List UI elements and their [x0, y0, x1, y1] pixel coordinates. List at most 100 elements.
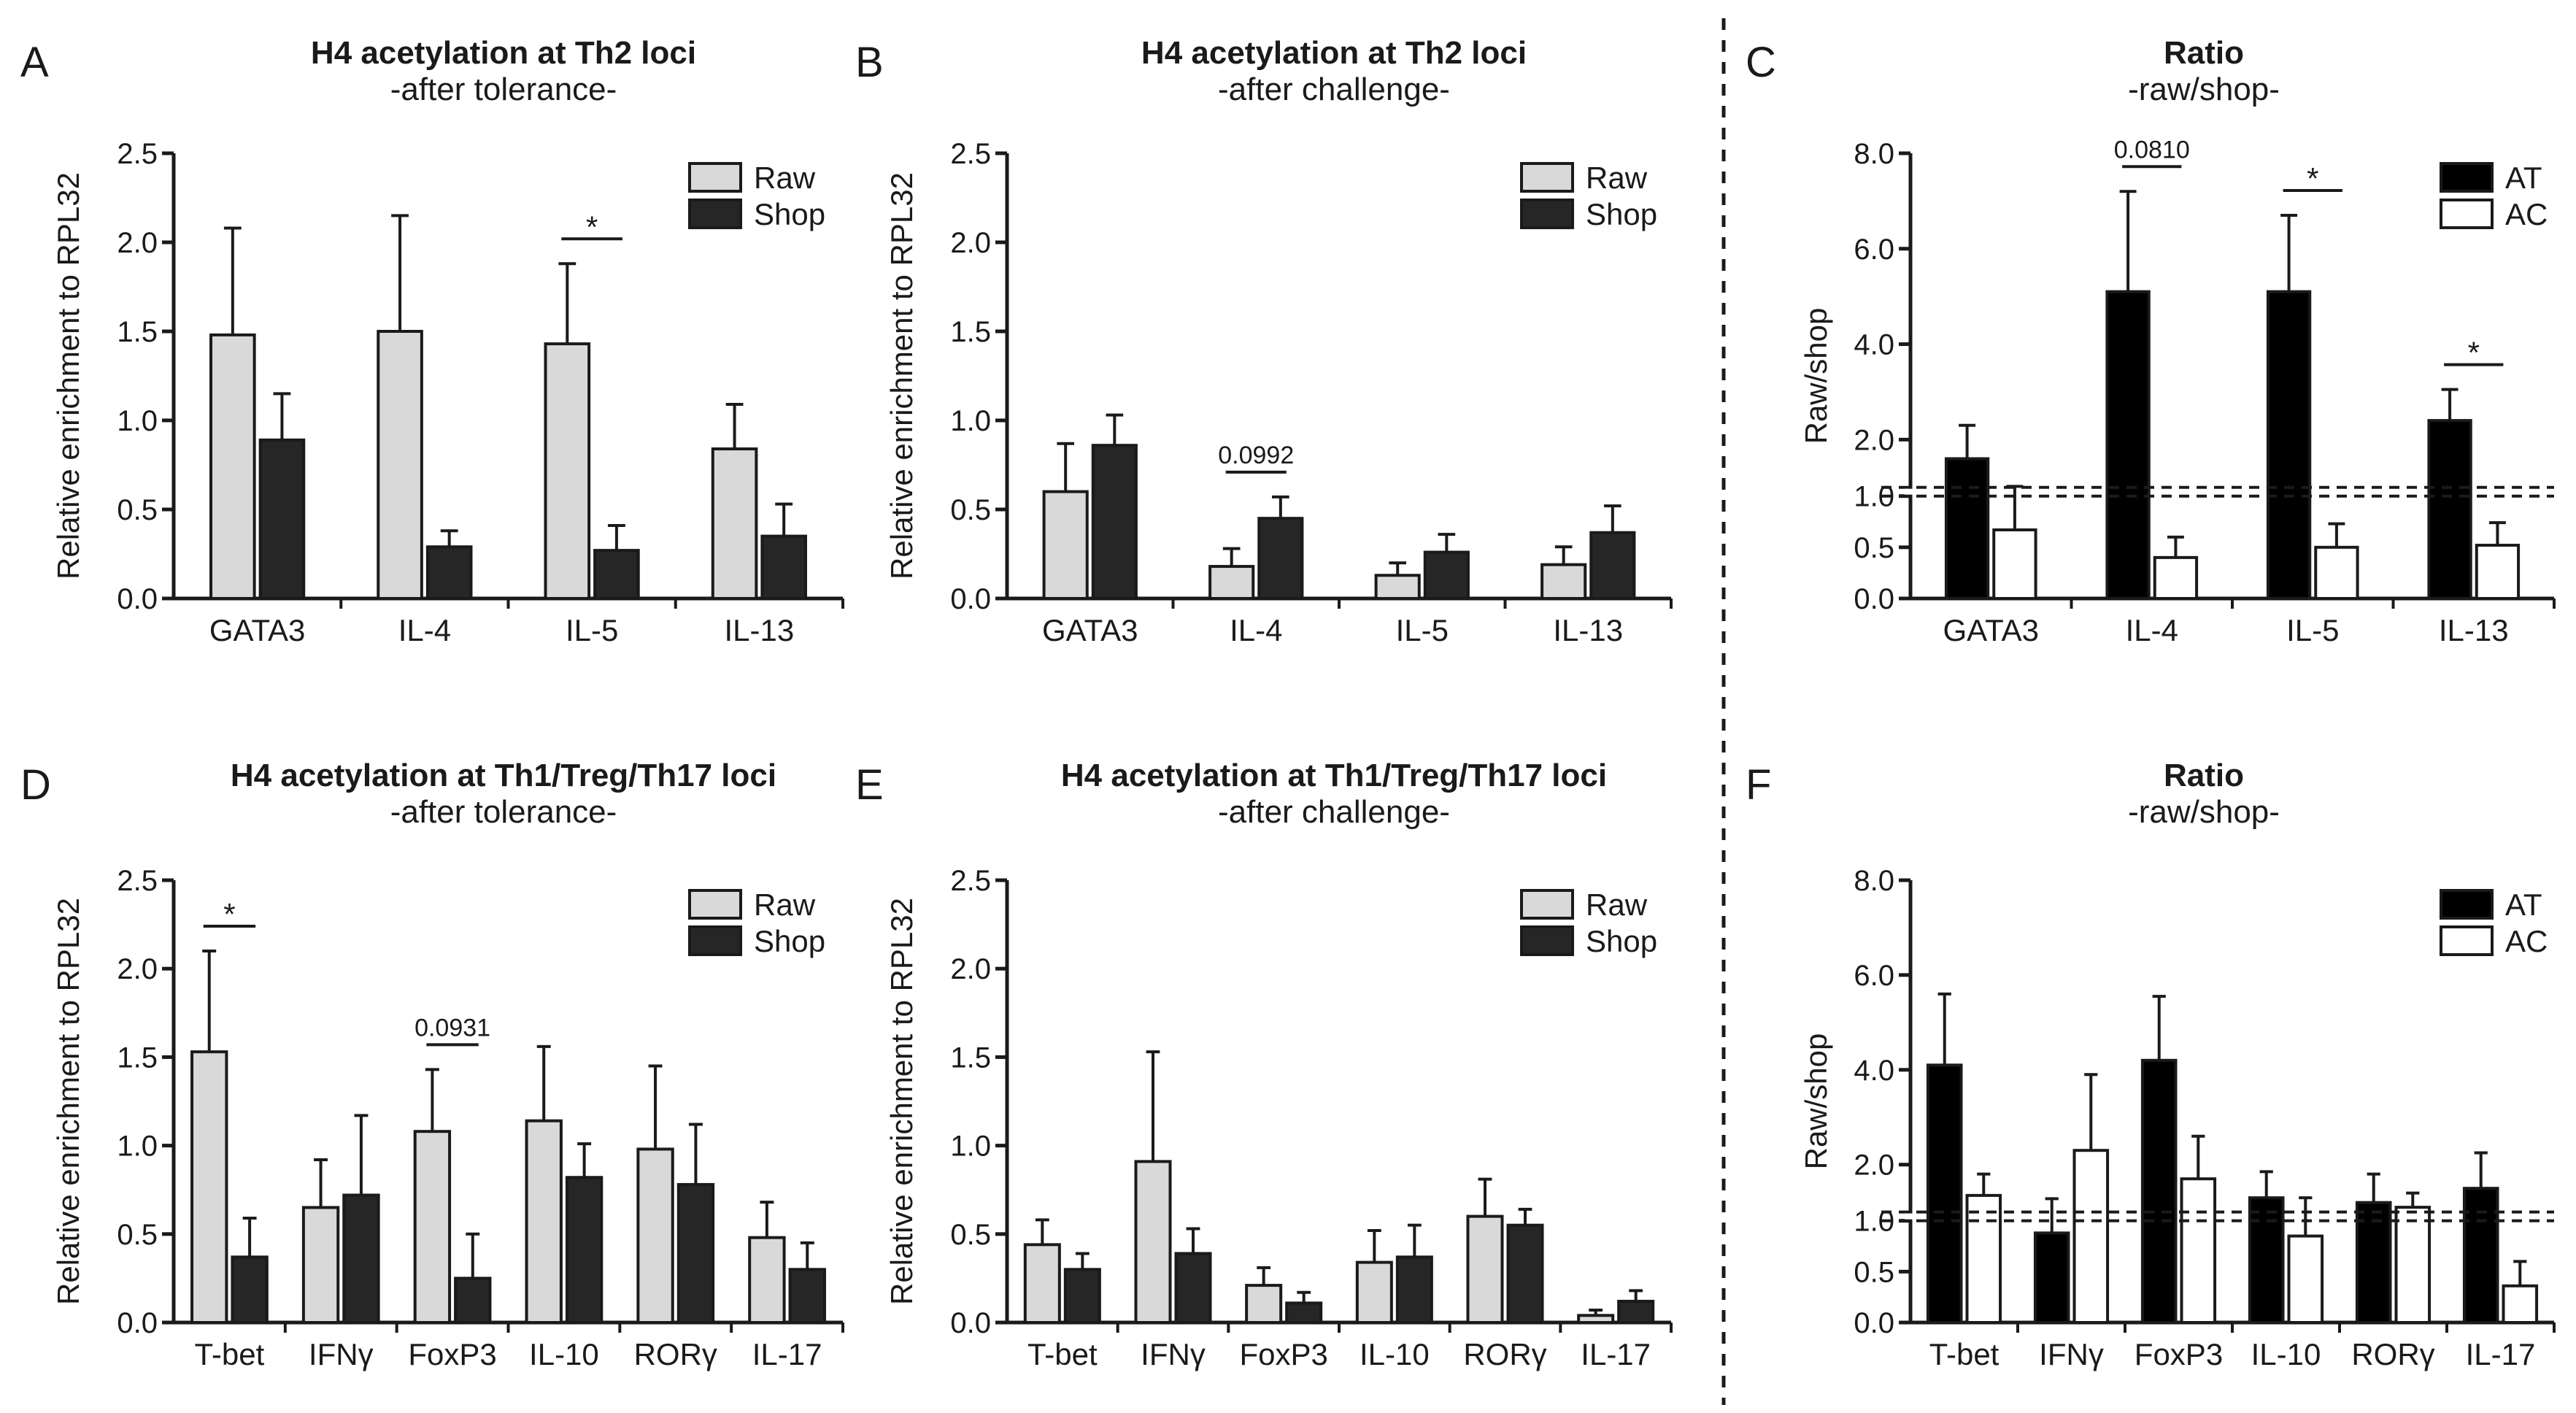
bar-ac: [1992, 528, 2037, 601]
x-tick-label: T-bet: [1929, 1337, 2000, 1371]
y-tick-label: 2.0: [117, 953, 158, 985]
legend-swatch-raw: [1520, 162, 1574, 193]
bar-ac: [2153, 555, 2199, 601]
legend-swatch-shop: [688, 199, 742, 229]
legend-label: AT: [2505, 161, 2542, 195]
y-tick-label: 0.5: [950, 1219, 991, 1251]
bar-raw: [1374, 574, 1421, 601]
bar-raw: [301, 1206, 340, 1324]
x-tick-label: GATA3: [209, 613, 305, 647]
y-axis-label: Relative enrichment to RPL32: [884, 172, 919, 580]
bar-ac: [2287, 1234, 2324, 1324]
bar-raw: [1208, 565, 1255, 601]
panel-title: H4 acetylation at Th2 loci: [1141, 35, 1527, 71]
y-tick-label: 0.0: [950, 583, 991, 615]
y-tick-label: 1.5: [950, 1042, 991, 1074]
x-tick-label: IL-5: [566, 613, 618, 647]
bar-ac: [2502, 1284, 2539, 1325]
bar-raw: [413, 1130, 452, 1324]
y-tick-label: 8.0: [1854, 865, 1894, 897]
y-tick-label: 2.0: [117, 227, 158, 259]
bar-raw: [377, 330, 423, 600]
axis-break-gap: [1905, 1213, 1916, 1220]
legend-label: Raw: [1586, 888, 1648, 922]
panel-subtitle: -after tolerance-: [390, 72, 617, 107]
x-tick-label: IL-4: [2126, 613, 2178, 647]
panel-f: F Ratio-raw/shop-Raw/shop0.00.51.02.04.06…: [1746, 758, 2556, 1371]
legend-swatch-ac: [2440, 925, 2494, 956]
bar-shop: [231, 1255, 269, 1325]
bar-raw: [636, 1147, 674, 1324]
panel-e: E H4 acetylation at Th1/Treg/Th17 loci-af…: [855, 758, 1673, 1371]
panel-subtitle: -after challenge-: [1218, 72, 1450, 107]
y-tick-label: 6.0: [1854, 960, 1894, 992]
y-tick-label: 1.0: [950, 405, 991, 437]
significance-label: *: [223, 897, 235, 931]
bar-shop: [1063, 1268, 1101, 1325]
panel-label: E: [855, 761, 884, 809]
y-tick-label: 2.0: [950, 227, 991, 259]
significance-label: *: [2307, 161, 2318, 196]
bar-at: [2462, 1187, 2499, 1324]
y-tick-label: 2.0: [1854, 424, 1894, 456]
significance-label: 0.0810: [2114, 136, 2190, 163]
x-tick-label: IL-17: [752, 1337, 822, 1371]
y-tick-label: 0.0: [117, 583, 158, 615]
legend-swatch-raw: [688, 162, 742, 193]
panel-a: A H4 acetylation at Th2 loci-after tolera…: [20, 35, 844, 647]
bar-ac: [2394, 1206, 2432, 1325]
bar-raw: [1540, 563, 1587, 601]
bar-raw: [711, 447, 758, 600]
legend-label: Shop: [754, 197, 825, 231]
bar-ac: [2072, 1149, 2110, 1324]
legend-label: Raw: [754, 888, 816, 922]
bar-shop: [1091, 444, 1138, 600]
y-tick-label: 1.0: [950, 1131, 991, 1163]
bar-raw: [190, 1050, 228, 1325]
y-tick-label: 2.5: [117, 865, 158, 897]
y-axis-label: Relative enrichment to RPL32: [51, 898, 85, 1305]
y-tick-label: 1.5: [117, 316, 158, 348]
legend-swatch-shop: [1520, 199, 1574, 229]
legend-swatch-shop: [1520, 925, 1574, 956]
x-tick-label: IFNγ: [309, 1337, 374, 1371]
bar-shop: [258, 438, 306, 601]
bar-raw: [209, 333, 256, 600]
y-tick-label: 0.5: [1854, 1256, 1894, 1288]
legend-swatch-at: [2440, 162, 2494, 193]
panel-label: C: [1746, 39, 1776, 86]
bar-raw: [1134, 1160, 1172, 1325]
y-tick-label: 6.0: [1854, 234, 1894, 266]
y-tick-label: 4.0: [1854, 1055, 1894, 1087]
y-tick-label: 0.5: [1854, 532, 1894, 564]
bar-raw: [1245, 1284, 1283, 1324]
y-tick-label: 0.5: [950, 494, 991, 526]
bar-at: [1944, 457, 1990, 600]
legend-label: AC: [2505, 197, 2548, 231]
y-tick-label: 1.0: [117, 1131, 158, 1163]
x-tick-label: FoxP3: [408, 1337, 496, 1371]
bar-shop: [342, 1193, 380, 1325]
significance-label: *: [2468, 336, 2480, 370]
bar-shop: [1589, 531, 1636, 600]
panel-label: A: [20, 39, 49, 86]
panel-subtitle: -after challenge-: [1218, 794, 1450, 830]
bar-raw: [1466, 1214, 1504, 1325]
x-tick-label: T-bet: [195, 1337, 265, 1371]
panel-label: F: [1746, 761, 1771, 809]
x-tick-label: FoxP3: [1239, 1337, 1327, 1371]
bar-shop: [1423, 550, 1470, 600]
legend-label: Shop: [1586, 197, 1657, 231]
bar-raw: [748, 1236, 786, 1324]
bar-ac: [1965, 1193, 2002, 1325]
y-tick-label: 2.5: [950, 865, 991, 897]
bar-ac: [2314, 545, 2359, 600]
bar-at: [1926, 1063, 1963, 1325]
bar-shop: [760, 534, 807, 600]
y-tick-label: 1.5: [950, 316, 991, 348]
x-tick-label: IL-13: [725, 613, 795, 647]
y-axis-label: Relative enrichment to RPL32: [884, 898, 919, 1305]
bar-shop: [1285, 1301, 1323, 1325]
x-tick-label: IL-4: [398, 613, 451, 647]
significance-label: 0.0931: [414, 1014, 490, 1042]
